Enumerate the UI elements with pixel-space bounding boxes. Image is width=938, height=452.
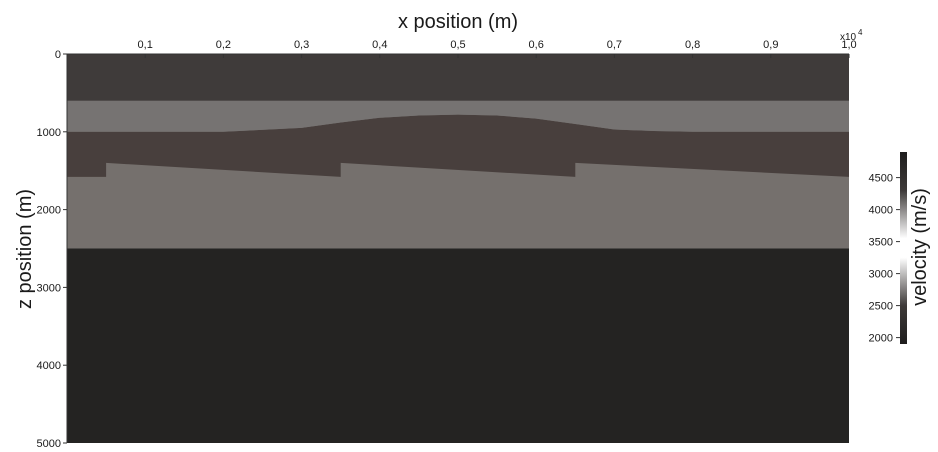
y-tick-label: 5000: [37, 438, 61, 450]
colorbar-tick-label: 4500: [869, 173, 893, 185]
x-tick-label: 0,7: [607, 39, 622, 51]
x-tick-label: 0,2: [216, 39, 231, 51]
y-axis-label: z position (m): [14, 189, 36, 309]
x-tick-label: 0,1: [138, 39, 153, 51]
x-tick-label: 0,3: [294, 39, 309, 51]
colorbar-tick-label: 3500: [869, 237, 893, 249]
y-tick-label: 4000: [37, 360, 61, 372]
layer-2: [67, 100, 849, 132]
y-tick-label: 0: [55, 49, 61, 61]
x-axis-label: x position (m): [398, 11, 518, 33]
colorbar-tick-label: 4000: [869, 205, 893, 217]
y-tick-label: 3000: [37, 282, 61, 294]
layer-1: [67, 54, 849, 101]
x-multiplier-exponent: 4: [858, 28, 863, 37]
x-tick-label: 0,9: [763, 39, 778, 51]
layer-3-dome: [67, 114, 849, 177]
y-tick-label: 2000: [37, 205, 61, 217]
x-tick-label: 1,0: [841, 39, 856, 51]
x-axis-ticks: 0,1 0,2 0,3 0,4 0,5 0,6 0,7 0,8 0,9 1,0: [138, 39, 857, 58]
y-tick-label: 1000: [37, 127, 61, 139]
colorbar-label: velocity (m/s): [909, 188, 931, 306]
x-tick-label: 0,8: [685, 39, 700, 51]
x-tick-label: 0,5: [450, 39, 465, 51]
x-tick-label: 0,4: [372, 39, 387, 51]
x-multiplier-label: x10: [840, 32, 857, 43]
velocity-model-plot: [66, 53, 849, 443]
y-axis-ticks: 0 1000 2000 3000 4000 5000: [37, 49, 67, 450]
half-space-layer: [67, 248, 849, 443]
x-tick-label: 0,6: [529, 39, 544, 51]
colorbar: [900, 152, 907, 344]
colorbar-tick-label: 2500: [869, 301, 893, 313]
colorbar-tick-label: 3000: [869, 269, 893, 281]
colorbar-ticks: 2000 2500 3000 3500 4000 4500: [869, 173, 900, 345]
colorbar-tick-label: 2000: [869, 333, 893, 345]
